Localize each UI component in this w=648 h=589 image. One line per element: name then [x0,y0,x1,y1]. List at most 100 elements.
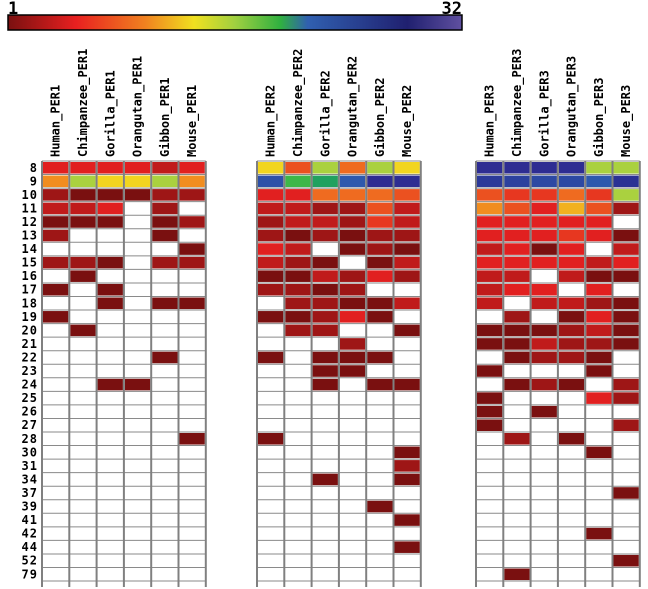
heatmap-cell [504,351,530,364]
heatmap-cell [285,324,311,337]
heatmap-cell [70,270,96,282]
row-label: 13 [22,229,38,243]
heatmap-cell [504,338,530,350]
row-label: 52 [22,554,38,568]
heatmap-cell [504,378,530,391]
heatmap-cell [258,311,284,323]
heatmap-cell [367,500,393,513]
heatmap-cell [312,256,338,269]
heatmap-cell [394,216,420,228]
column-label: Gibbon_PER1 [158,78,173,157]
heatmap-cell [339,338,366,350]
row-label: 22 [22,350,38,364]
heatmap-cell [394,243,420,255]
row-label: 37 [22,486,38,500]
heatmap-cell [613,270,639,282]
heatmap-cell [258,243,284,255]
heatmap-cell [586,216,612,228]
column-label: Chimpanzee_PER1 [76,49,91,157]
heatmap-cell [504,243,530,255]
heatmap-cell [339,283,366,296]
heatmap-cell [586,162,612,174]
heatmap-cell [43,162,69,174]
heatmap-cell [504,568,530,581]
heatmap-cell [613,202,639,215]
heatmap-cell [312,365,338,377]
heatmap-cell [124,189,151,201]
heatmap-cell [43,311,69,323]
row-label: 79 [22,567,38,581]
row-label: 26 [22,405,38,419]
heatmap-cell [152,229,178,242]
heatmap-cell [339,351,366,364]
heatmap-cell [339,202,366,215]
heatmap-cell [70,324,96,337]
heatmap-cell [613,297,639,310]
row-label: 42 [22,527,38,541]
heatmap-cell [531,162,557,174]
heatmap-cell [312,189,338,201]
row-label: 25 [22,391,38,405]
heatmap-cell [531,229,557,242]
heatmap-cell [179,216,205,228]
column-label: Gorilla_PER1 [103,70,118,157]
heatmap-cell [258,229,284,242]
heatmap-cell [558,378,585,391]
heatmap-cell [586,365,612,377]
heatmap-cell [558,270,585,282]
heatmap-cell [394,189,420,201]
heatmap-cell [394,175,420,188]
heatmap-cell [613,554,639,567]
heatmap-cell [367,229,393,242]
heatmap-cell [367,351,393,364]
row-label: 30 [22,445,38,459]
heatmap-cell [586,270,612,282]
row-label: 17 [22,283,38,297]
column-label: Gorilla_PER3 [537,70,552,157]
heatmap-cell [394,446,420,459]
heatmap-cell [152,297,178,310]
heatmap-cell [339,175,366,188]
heatmap-cell [477,297,503,310]
row-label: 41 [22,513,38,527]
heatmap-cell [312,351,338,364]
heatmap-cell [558,433,585,445]
heatmap-cell [504,216,530,228]
column-label: Human_PER2 [264,85,279,157]
heatmap-cell [367,243,393,255]
heatmap-cell [152,216,178,228]
heatmap-cell [586,229,612,242]
heatmap-cell [312,283,338,296]
heatmap-cell [531,189,557,201]
heatmap-cell [394,202,420,215]
heatmap-cell [394,229,420,242]
heatmap-cell [394,162,420,174]
column-label: Mouse_PER1 [185,85,200,157]
heatmap-cell [367,189,393,201]
heatmap-cell [339,243,366,255]
heatmap-cell [586,527,612,540]
heatmap-cell [613,419,639,431]
heatmap-cell [43,175,69,188]
column-label: Orangutan_PER2 [346,56,361,157]
heatmap-cell [558,311,585,323]
heatmap-cell [531,283,557,296]
heatmap-cell [258,216,284,228]
heatmap-cell [312,175,338,188]
column-label: Mouse_PER3 [619,85,634,157]
heatmap-cell [152,202,178,215]
heatmap-cell [258,270,284,282]
heatmap-cell [558,202,585,215]
row-label: 27 [22,418,38,432]
heatmap-cell [558,189,585,201]
heatmap-cell [558,216,585,228]
heatmap-cell [586,446,612,459]
heatmap-cell [367,162,393,174]
heatmap-cell [312,378,338,391]
heatmap-cell [258,433,284,445]
heatmap-cell [258,189,284,201]
heatmap-cell [70,162,96,174]
heatmap-cell [258,202,284,215]
heatmap-cell [613,392,639,404]
heatmap-cell [367,256,393,269]
